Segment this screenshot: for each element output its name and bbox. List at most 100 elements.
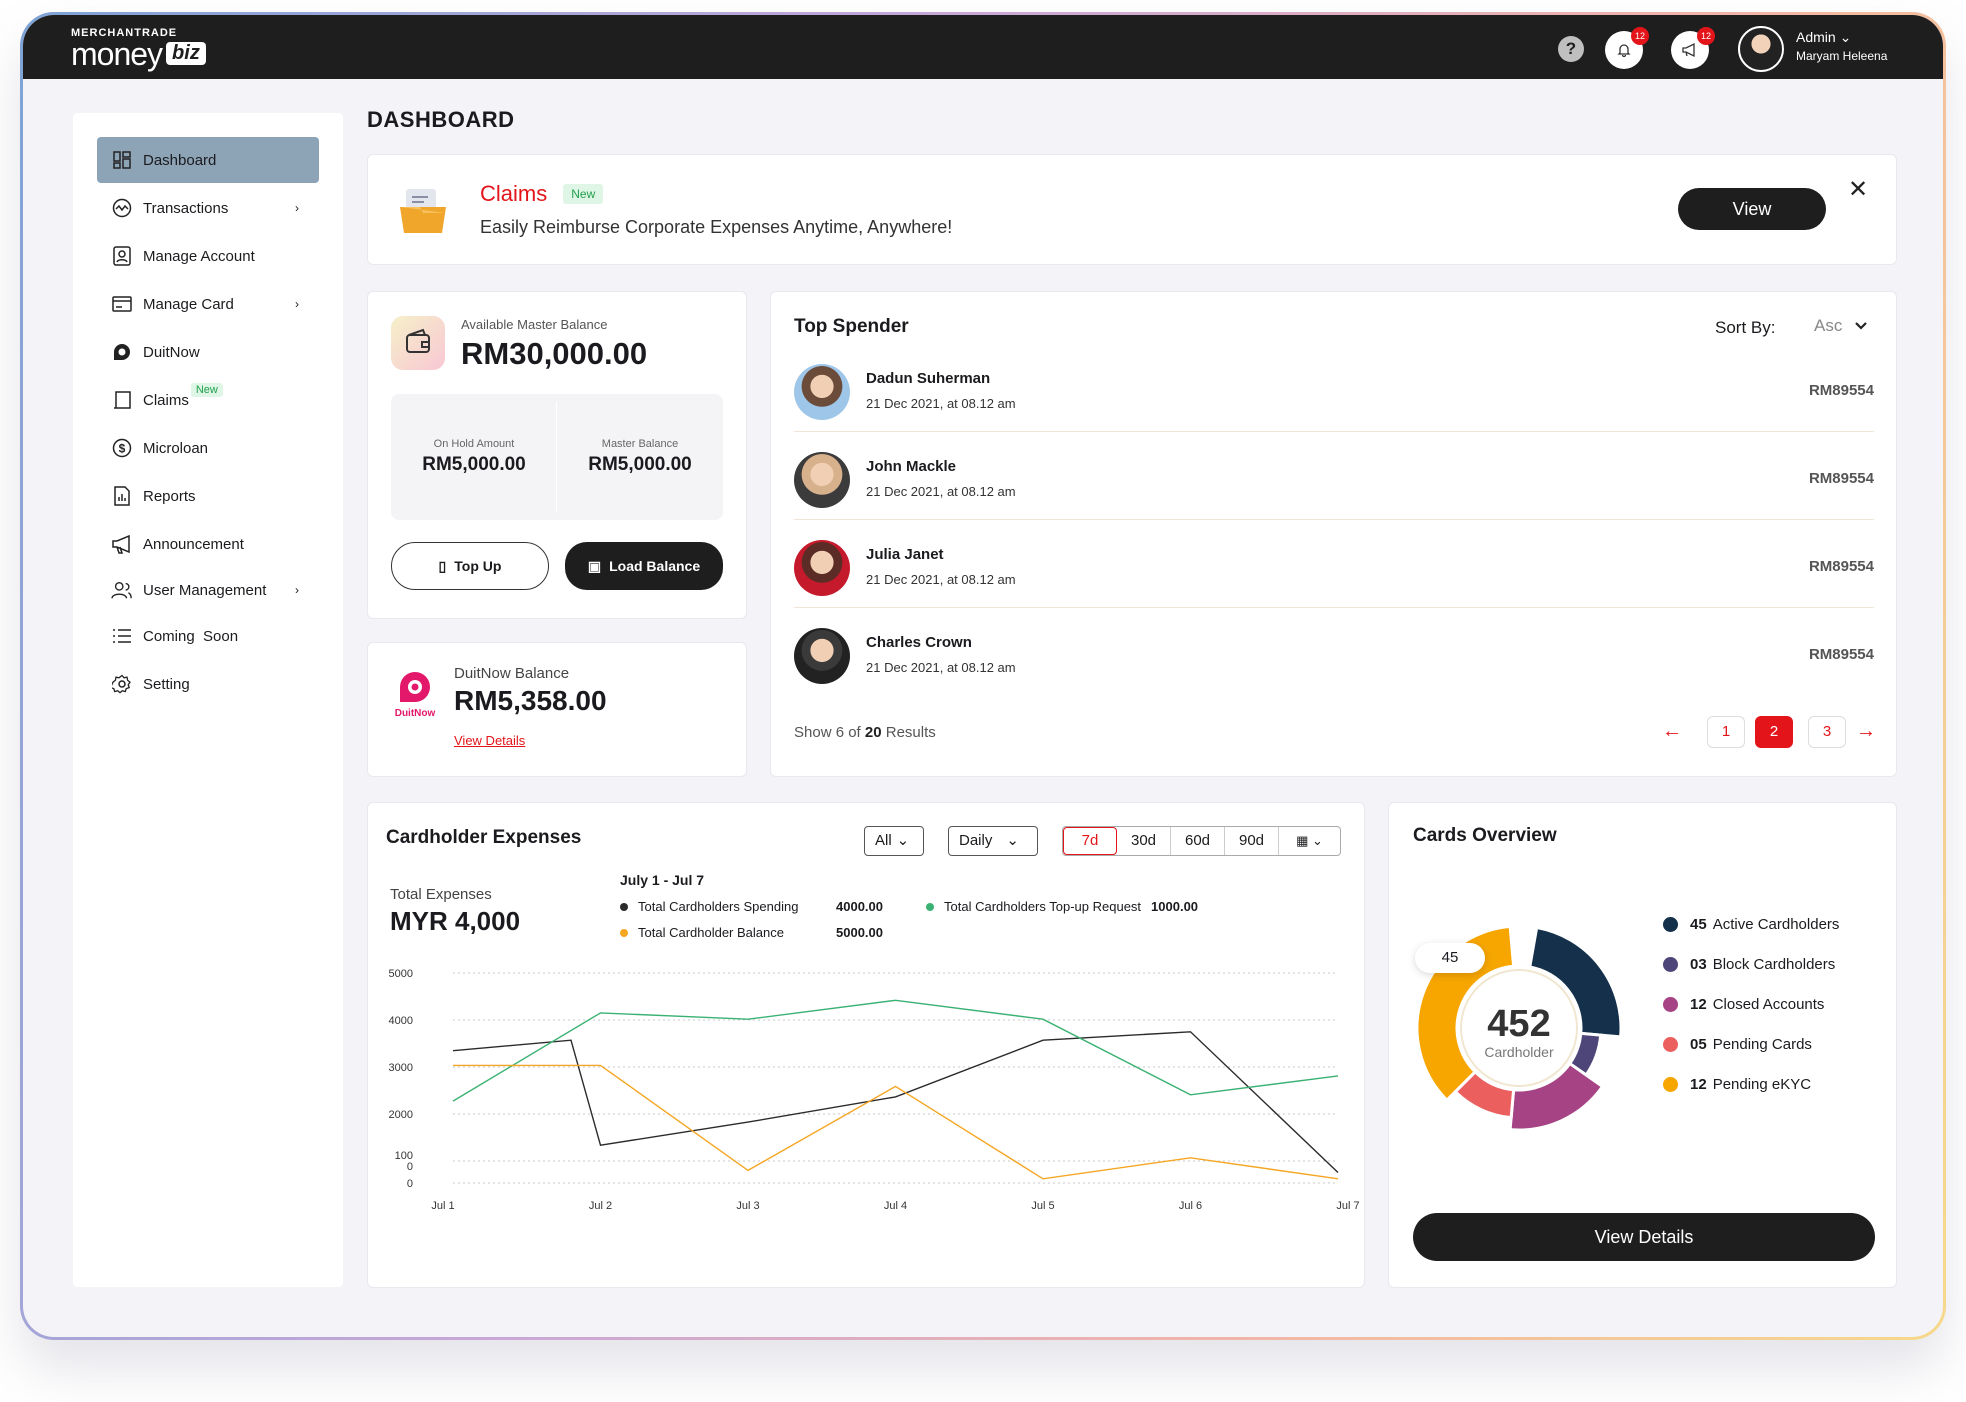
chevron-down-icon: ⌄: [1839, 29, 1852, 45]
duitnow-icon: [111, 341, 133, 363]
brand-logo[interactable]: MERCHANTRADE money biz: [71, 27, 206, 70]
legend-value: 5000.00: [836, 925, 883, 940]
spender-name: Julia Janet: [866, 546, 944, 563]
sidebar-item-coming-soon[interactable]: Coming Soon: [97, 613, 319, 659]
spender-name: Dadun Suherman: [866, 370, 991, 387]
spender-row[interactable]: Dadun Suherman 21 Dec 2021, at 08.12 am RM…: [794, 362, 1874, 432]
cardholder-total: 452: [1487, 1003, 1551, 1045]
notification-button[interactable]: 12: [1605, 27, 1649, 69]
sidebar-item-claims[interactable]: Claims New: [97, 377, 319, 423]
sidebar-item-manage-account[interactable]: Manage Account: [97, 233, 319, 279]
available-balance-label: Available Master Balance: [461, 317, 608, 332]
page-1-button[interactable]: 1: [1707, 716, 1745, 748]
range-90d[interactable]: 90d: [1225, 827, 1279, 855]
cardholder-expenses-card: Cardholder Expenses All ⌄ Daily ⌄ 7d 30d 6…: [367, 802, 1365, 1288]
filter-dropdown[interactable]: All ⌄: [864, 826, 924, 856]
claims-view-button[interactable]: View: [1678, 188, 1826, 230]
legend-label: Total Cardholders Top-up Request: [944, 899, 1142, 914]
duitnow-logo-text: DuitNow: [394, 708, 436, 719]
period-dropdown[interactable]: Daily ⌄: [948, 826, 1038, 856]
duitnow-view-details-link[interactable]: View Details: [454, 733, 526, 748]
sidebar-item-user-management[interactable]: User Management ›: [97, 567, 319, 613]
sidebar-item-reports[interactable]: Reports: [97, 473, 319, 519]
sidebar-item-label: Transactions: [143, 199, 229, 217]
sidebar-item-microloan[interactable]: $ Microloan: [97, 425, 319, 471]
donut-segment-2[interactable]: [1508, 1061, 1605, 1132]
spender-name: Charles Crown: [866, 634, 972, 651]
chevron-right-icon: ›: [295, 297, 299, 311]
period-value: Daily: [959, 832, 993, 849]
page-3-button[interactable]: 3: [1808, 716, 1846, 748]
sidebar-item-manage-card[interactable]: Manage Card ›: [97, 281, 319, 327]
donut-hole: [1460, 969, 1578, 1087]
legend-label: Total Cardholder Balance: [638, 925, 784, 940]
calendar-icon[interactable]: ▦ ⌄: [1296, 833, 1323, 848]
legend-count: 03: [1690, 956, 1707, 973]
legend-dot: [620, 902, 628, 911]
legend-dot: [1663, 1037, 1678, 1052]
brand-top-text: MERCHANTRADE: [71, 27, 178, 39]
spender-amount: RM89554: [1808, 470, 1874, 487]
app-window: MERCHANTRADE money biz ? 12 12 Admin ⌄ Ma…: [20, 12, 1946, 1340]
avatar: [794, 452, 850, 508]
avatar: [794, 364, 850, 420]
page-2-button[interactable]: 2: [1755, 716, 1793, 748]
chevron-right-icon: ›: [295, 201, 299, 215]
claims-icon: [111, 389, 133, 411]
spender-row[interactable]: John Mackle 21 Dec 2021, at 08.12 am RM895…: [794, 450, 1874, 520]
series-line-1: [452, 999, 1339, 1102]
dashboard-icon: [111, 149, 133, 171]
help-icon[interactable]: ?: [1558, 36, 1584, 62]
spender-date: 21 Dec 2021, at 08.12 am: [866, 396, 1016, 411]
spender-amount: RM89554: [1808, 558, 1874, 575]
duitnow-logo: DuitNow: [392, 671, 438, 719]
sidebar-item-label: Setting: [143, 675, 190, 693]
load-balance-button[interactable]: ▣ Load Balance: [565, 542, 723, 590]
spender-date: 21 Dec 2021, at 08.12 am: [866, 572, 1016, 587]
cards-legend-item: 05 Pending Cards: [1663, 1036, 1812, 1053]
user-name: Maryam Heleena: [1796, 49, 1888, 63]
legend-label: Active Cardholders: [1712, 916, 1840, 933]
cards-view-details-button[interactable]: View Details: [1413, 1213, 1875, 1261]
spender-date: 21 Dec 2021, at 08.12 am: [866, 660, 1016, 675]
range-7d[interactable]: 7d: [1063, 827, 1117, 855]
sidebar-item-label: Reports: [143, 487, 196, 505]
top-bar: MERCHANTRADE money biz ? 12 12 Admin ⌄ Ma…: [23, 15, 1943, 79]
range-60d[interactable]: 60d: [1171, 827, 1225, 855]
announcement-button[interactable]: 12: [1671, 27, 1715, 69]
sidebar-item-announcement[interactable]: Announcement: [97, 521, 319, 567]
top-up-label: Top Up: [454, 558, 502, 574]
user-menu[interactable]: Admin ⌄ Maryam Heleena: [1796, 29, 1887, 63]
legend-count: 12: [1690, 1076, 1707, 1093]
next-page-arrow-icon[interactable]: →: [1856, 720, 1876, 742]
avatar: [794, 628, 850, 684]
filter-value: All: [875, 832, 892, 849]
duitnow-icon: [400, 672, 430, 702]
top-up-button[interactable]: ▯ Top Up: [391, 542, 549, 590]
cards-legend-item: 45 Active Cardholders: [1663, 916, 1839, 933]
sidebar-item-duitnow[interactable]: DuitNow: [97, 329, 319, 375]
sidebar-item-dashboard[interactable]: Dashboard: [97, 137, 319, 183]
sidebar-item-transactions[interactable]: Transactions ›: [97, 185, 319, 231]
announcement-badge: 12: [1697, 27, 1715, 45]
sidebar-item-label: Microloan: [143, 439, 209, 457]
spender-row[interactable]: Charles Crown 21 Dec 2021, at 08.12 am RM8…: [794, 626, 1874, 696]
prev-page-arrow-icon[interactable]: ←: [1662, 720, 1682, 742]
donut-callout: 45: [1415, 943, 1485, 973]
user-avatar[interactable]: [1738, 26, 1784, 72]
donut-segment-0[interactable]: [1528, 925, 1623, 1039]
avatar: [794, 540, 850, 596]
chevron-down-icon: [1855, 322, 1868, 330]
spender-amount: RM89554: [1808, 382, 1874, 399]
legend-label: Block Cardholders: [1712, 956, 1836, 973]
spender-row[interactable]: Julia Janet 21 Dec 2021, at 08.12 am RM895…: [794, 538, 1874, 608]
close-icon[interactable]: ✕: [1848, 176, 1869, 203]
balance-breakdown: On Hold Amount RM5,000.00 Master Balance…: [391, 394, 723, 520]
range-30d[interactable]: 30d: [1117, 827, 1171, 855]
x-tick-label: Jul 7: [1336, 1200, 1359, 1212]
sidebar-item-setting[interactable]: Setting: [97, 661, 319, 707]
x-tick-label: Jul 4: [884, 1200, 907, 1212]
sort-dropdown[interactable]: Asc: [1814, 316, 1884, 336]
legend-balance: Total Cardholder Balance 5000.00: [620, 925, 883, 940]
